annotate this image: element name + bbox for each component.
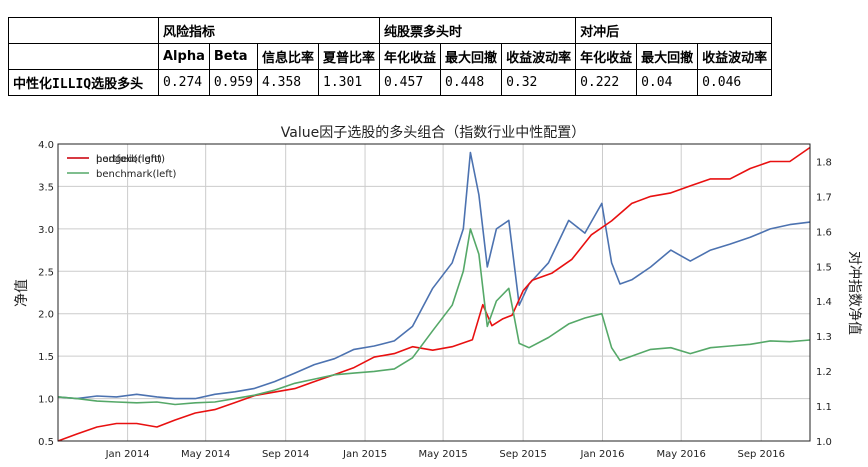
- x-tick-label: Jan 2014: [105, 449, 150, 460]
- series-layer: [57, 146, 811, 442]
- value-max-drawdown: 0.448: [440, 69, 503, 96]
- y-axis-label-right: 对冲指数净值: [846, 251, 862, 335]
- legend-label: portfolio(left): [96, 154, 162, 165]
- value-alpha: 0.274: [158, 69, 210, 96]
- y-tick-label-left: 0.5: [38, 437, 54, 448]
- value-sharpe: 1.301: [318, 69, 381, 96]
- legend: portfolio(left)hedged(right) benchmark(le…: [67, 154, 177, 180]
- sub-header-info-ratio: 信息比率: [256, 43, 320, 70]
- group-header-hedged: 对冲后: [575, 17, 773, 44]
- value-beta: 0.959: [208, 69, 259, 96]
- y-tick-label-right: 1.6: [816, 227, 832, 238]
- sub-header-annual-return: 年化收益: [379, 43, 442, 70]
- empty-corner-cell: [8, 17, 159, 44]
- plot-frame: [57, 143, 811, 442]
- y-tick-label-left: 1.5: [38, 352, 54, 363]
- value-annual-return: 0.457: [379, 69, 442, 96]
- empty-cell: [8, 43, 159, 70]
- x-tick-label: Sep 2014: [262, 449, 309, 460]
- sub-header-hedged-volatility: 收益波动率: [697, 43, 773, 70]
- sub-header-sharpe: 夏普比率: [318, 43, 381, 70]
- grid: [58, 143, 810, 442]
- line-chart: Value因子选股的多头组合（指数行业中性配置） 净值 对冲指数净值 0.5 1.…: [14, 124, 862, 460]
- y-tick-label-left: 3.0: [38, 225, 54, 236]
- y-tick-label-left: 1.0: [38, 395, 54, 406]
- table-sub-header-row: Alpha Beta 信息比率 夏普比率 年化收益 最大回撤 收益波动率 年化收…: [8, 43, 773, 70]
- sub-header-alpha: Alpha: [158, 43, 210, 70]
- sub-header-hedged-max-drawdown: 最大回撤: [636, 43, 699, 70]
- series-line-portfolioleft: [57, 151, 811, 400]
- legend-label: hedged(right): [96, 154, 165, 165]
- x-tick-label: May 2014: [181, 449, 230, 460]
- table-row: 中性化ILLIQ选股多头 0.274 0.959 4.358 1.301 0.4…: [8, 69, 773, 96]
- row-label: 中性化ILLIQ选股多头: [8, 69, 159, 96]
- performance-table: 风险指标 纯股票多头时 对冲后 Alpha Beta 信息比率 夏普比率 年化收…: [8, 17, 773, 96]
- x-tick-label: Sep 2015: [499, 449, 546, 460]
- tick-labels: 0.5 1.0 1.5 2.0 2.5 3.0 3.5 4.0 1.0 1.1 1.2 1.3 1.4 1…: [38, 140, 832, 460]
- sub-header-volatility: 收益波动率: [501, 43, 577, 70]
- y-tick-label-left: 2.5: [38, 267, 54, 278]
- x-tick-label: Jan 2015: [342, 449, 387, 460]
- x-tick-label: Jan 2016: [579, 449, 624, 460]
- y-axis-label-left: 净值: [14, 279, 30, 307]
- y-tick-label-left: 2.0: [38, 310, 54, 321]
- y-tick-label-right: 1.3: [816, 332, 832, 343]
- group-header-risk: 风险指标: [157, 17, 381, 44]
- table-group-header-row: 风险指标 纯股票多头时 对冲后: [8, 17, 773, 44]
- value-hedged-volatility: 0.046: [697, 69, 773, 96]
- series-line-benchmarkleft: [57, 228, 811, 406]
- legend-label: benchmark(left): [96, 169, 177, 180]
- y-tick-label-right: 1.0: [816, 437, 832, 448]
- y-tick-label-right: 1.4: [816, 297, 832, 308]
- value-hedged-annual-return: 0.222: [575, 69, 638, 96]
- value-hedged-max-drawdown: 0.04: [636, 69, 699, 96]
- y-tick-label-right: 1.7: [816, 192, 832, 203]
- y-tick-label-right: 1.2: [816, 367, 832, 378]
- sub-header-max-drawdown: 最大回撤: [440, 43, 503, 70]
- y-tick-label-right: 1.8: [816, 157, 832, 168]
- x-tick-label: May 2016: [657, 449, 706, 460]
- y-tick-label-left: 4.0: [38, 140, 54, 151]
- x-tick-label: Sep 2016: [737, 449, 784, 460]
- sub-header-hedged-annual-return: 年化收益: [575, 43, 638, 70]
- y-tick-label-right: 1.5: [816, 262, 832, 273]
- value-volatility: 0.32: [501, 69, 577, 96]
- series-line-hedgedright: [57, 146, 811, 442]
- x-tick-label: May 2015: [418, 449, 467, 460]
- group-header-long-only: 纯股票多头时: [379, 17, 577, 44]
- y-tick-label-right: 1.1: [816, 402, 832, 413]
- chart-title: Value因子选股的多头组合（指数行业中性配置）: [281, 124, 585, 141]
- y-tick-label-left: 3.5: [38, 182, 54, 193]
- sub-header-beta: Beta: [208, 43, 259, 70]
- value-info-ratio: 4.358: [256, 69, 320, 96]
